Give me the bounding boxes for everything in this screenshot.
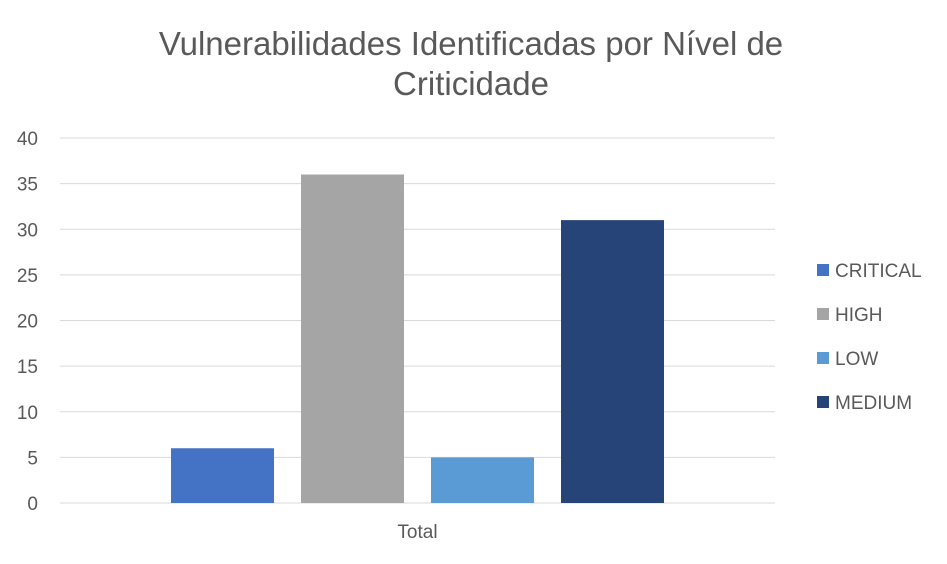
legend-label: HIGH xyxy=(835,305,883,326)
y-tick-label: 35 xyxy=(17,175,38,196)
y-tick-label: 20 xyxy=(17,312,38,333)
chart-title-line-1: Vulnerabilidades Identificadas por Nível… xyxy=(159,25,783,62)
y-tick-label: 30 xyxy=(17,220,38,241)
bar-high xyxy=(301,175,404,504)
legend-label: LOW xyxy=(835,349,878,370)
y-tick-label: 15 xyxy=(17,357,38,378)
bars xyxy=(171,175,664,504)
bar-medium xyxy=(561,220,664,503)
legend-label: MEDIUM xyxy=(835,393,912,414)
legend-item-low: LOW xyxy=(817,349,878,370)
x-axis-tick-labels: Total xyxy=(397,522,437,543)
x-tick-label: Total xyxy=(397,522,437,543)
chart-title-line-2: Criticidade xyxy=(393,65,549,102)
bar-critical xyxy=(171,448,274,503)
legend-swatch xyxy=(817,264,829,276)
y-tick-label: 25 xyxy=(17,266,38,287)
legend: CRITICAL HIGH LOW MEDIUM xyxy=(817,261,922,414)
legend-item-high: HIGH xyxy=(817,305,883,326)
y-tick-label: 5 xyxy=(27,448,38,469)
legend-swatch xyxy=(817,396,829,408)
y-tick-label: 40 xyxy=(17,129,38,150)
y-axis-tick-labels: 0 5 10 15 20 25 30 35 40 xyxy=(17,129,38,515)
y-tick-label: 10 xyxy=(17,403,38,424)
legend-swatch xyxy=(817,352,829,364)
legend-label: CRITICAL xyxy=(835,261,922,282)
bar-low xyxy=(431,457,534,503)
y-tick-label: 0 xyxy=(27,494,38,515)
legend-item-medium: MEDIUM xyxy=(817,393,912,414)
legend-item-critical: CRITICAL xyxy=(817,261,922,282)
legend-swatch xyxy=(817,308,829,320)
gridlines xyxy=(60,138,775,503)
